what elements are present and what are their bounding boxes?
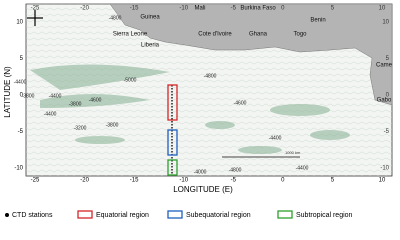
x-tick-label: 5 <box>331 178 335 184</box>
x-tick-label: 0 <box>281 6 285 12</box>
contour-label: -4400 <box>44 111 57 117</box>
legend-label: CTD stations <box>12 212 53 219</box>
x-tick-label: 5 <box>331 6 335 12</box>
legend-swatch <box>77 210 93 219</box>
country-label: Liberia <box>141 43 160 49</box>
x-tick-label: -25 <box>31 6 40 12</box>
country-label: Cote d'Ivoire <box>198 32 232 38</box>
y-tick-label: 0 <box>386 93 390 99</box>
contour-label: -4600 <box>89 97 102 103</box>
y-tick-label: 10 <box>382 20 389 26</box>
map-figure: 1000 km LONGITUDE (E) LATITUDE (N) CTD s… <box>3 3 393 219</box>
country-label: Guinea <box>140 15 160 21</box>
y-tick-label: -5 <box>384 129 390 135</box>
country-label: Gabo <box>377 98 392 104</box>
contour-label: -4000 <box>194 169 207 175</box>
y-tick-label: 0 <box>20 93 24 99</box>
country-label: Togo <box>293 32 307 38</box>
contour-label: -4600 <box>234 100 247 106</box>
y-tick-label: -10 <box>380 166 389 172</box>
subequatorial-region <box>167 129 178 156</box>
scale-label: 1000 km <box>285 150 301 155</box>
x-tick-label: -20 <box>80 6 89 12</box>
subtropical-region <box>167 159 178 176</box>
x-tick-label: -15 <box>130 6 139 12</box>
x-tick-label: -10 <box>179 178 188 184</box>
y-tick-label: 10 <box>16 20 23 26</box>
x-tick-label: -15 <box>130 178 139 184</box>
x-tick-label: 10 <box>379 6 386 12</box>
y-tick-label: -10 <box>14 166 23 172</box>
country-label: Ghana <box>249 32 268 38</box>
contour-label: -4400 <box>269 135 282 141</box>
legend-label: Equatorial region <box>96 212 149 219</box>
contour-label: -4800 <box>109 15 122 21</box>
x-tick-label: -20 <box>80 178 89 184</box>
equatorial-region <box>167 84 178 121</box>
x-tick-label: -5 <box>231 178 237 184</box>
legend-dot <box>5 213 9 217</box>
contour-label: -5000 <box>124 77 137 83</box>
country-label: Came <box>376 63 393 69</box>
y-tick-label: -5 <box>18 129 24 135</box>
contour-label: -4800 <box>229 167 242 173</box>
country-label: Mali <box>194 6 205 12</box>
legend-label: Subtropical region <box>296 212 353 219</box>
legend-swatch <box>167 210 183 219</box>
x-tick-label: 0 <box>281 178 285 184</box>
x-tick-label: -5 <box>231 6 237 12</box>
x-tick-label: 10 <box>379 178 386 184</box>
contour-label: -4400 <box>296 165 309 171</box>
y-tick-label: 5 <box>386 56 390 62</box>
contour-label: -4400 <box>49 93 62 99</box>
y-axis-label: LATITUDE (N) <box>3 66 12 118</box>
page: {"map":{"countries":["Mali","Burkina Fas… <box>3 3 393 219</box>
contour-label: -4400 <box>14 79 27 85</box>
country-label: Sierra Leone <box>113 32 148 38</box>
contour-label: -3800 <box>106 122 119 128</box>
contour-label: -3800 <box>22 93 35 99</box>
x-axis-label: LONGITUDE (E) <box>173 185 233 194</box>
land <box>26 3 393 106</box>
contour-label: -4800 <box>204 73 217 79</box>
country-label: Burkina Faso <box>240 6 276 12</box>
contour-label: -3200 <box>74 125 87 131</box>
x-tick-label: -25 <box>31 178 40 184</box>
contour-label: -3800 <box>69 101 82 107</box>
seamounts <box>30 64 350 154</box>
compass <box>27 10 43 26</box>
country-label: Benin <box>310 18 325 24</box>
y-tick-label: 5 <box>20 56 24 62</box>
legend-label: Subequatorial region <box>186 212 251 219</box>
legend-swatch <box>277 210 293 219</box>
x-tick-label: -10 <box>179 6 188 12</box>
